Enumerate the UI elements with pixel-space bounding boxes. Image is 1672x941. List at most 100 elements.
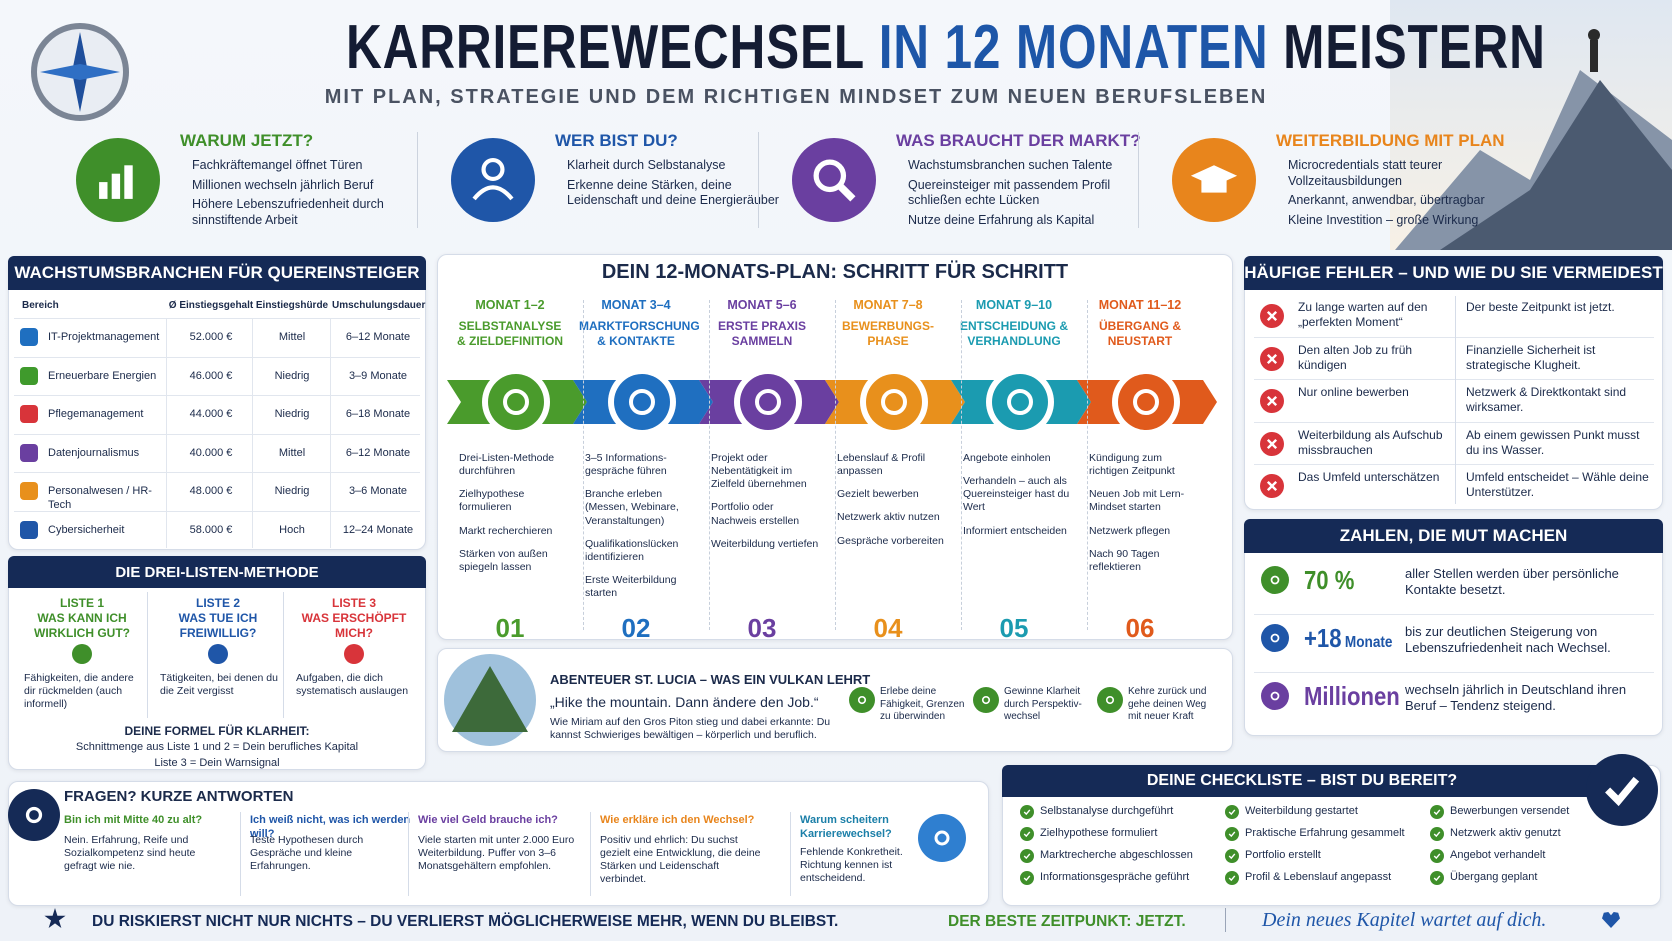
checklist-item: Bewerbungen versendet [1450,805,1570,817]
section-header: DIE DREI-LISTEN-METHODE [8,556,426,588]
step-bullet: Qualifikationslücken identifizieren [585,537,679,563]
title-end: MEISTERN [1283,13,1546,82]
icon-circle [1430,871,1444,885]
row-line [1254,672,1654,673]
step-name: ERSTE PRAXIS SAMMELN [717,319,807,348]
faq-question: Wie viel Geld brauche ich? [418,814,558,826]
fix: Netzwerk & Direktkontakt sind wirksamer. [1466,385,1627,414]
table-header: Ø Einstiegsgehalt [168,300,254,311]
intro-bullet: Erkenne deine Stärken, deine Leidenschaf… [567,177,779,208]
icon-glyph [1433,875,1441,882]
glyph [1605,776,1640,807]
step-glyph [755,389,781,415]
icon-circle [1225,849,1239,863]
glyph [1228,875,1236,882]
table-cell: 58.000 € [189,523,233,536]
intro-bullet: Fachkräftemangel öffnet Türen [192,158,363,172]
row-line [14,472,420,473]
icon [1586,754,1658,826]
divider [240,812,241,896]
faq-question: Warum scheitern Karrierewechsel? [800,814,892,840]
step-month: MONAT 7–8 [853,298,923,312]
row-icon [20,482,38,500]
step-bullet: Netzwerk aktiv nutzen [837,511,940,524]
icon [1225,827,1239,841]
step-bullet: Angebote einholen [963,452,1051,464]
glyph [25,806,43,824]
title-line: KARRIEREWECHSEL IN 12 MONATEN MEISTERN [346,12,1546,83]
glyph [1270,633,1280,643]
faq-question: Ich weiß nicht, was ich werden will? [250,814,411,840]
icon-glyph [99,165,133,199]
intro-title: WAS BRAUCHT DER MARKT? [896,131,1141,150]
step-month: MONAT 9–10 [975,298,1053,312]
step-bullet: Neuen Job mit Lern-Mindset starten [1089,488,1185,514]
icon-glyph [1105,695,1115,705]
glyph [1201,180,1227,193]
column-line [252,318,253,548]
step-bullet: Markt recherchieren [459,524,553,537]
step-icon [866,374,922,430]
glyph [1023,853,1031,860]
icon-glyph [1023,831,1031,838]
section-header: ZAHLEN, DIE MUT MACHEN [1244,519,1663,553]
icon-glyph [472,157,514,201]
glyph [124,165,133,199]
step-separator [835,300,836,630]
story-lesson: Gewinne Klarheit durch Perspektiv­wechse… [1004,686,1082,722]
step-number: 03 [747,613,777,643]
stats [1244,519,1663,736]
intro-bullet: Quereinsteiger mit passendem Profil schl… [908,177,1111,208]
table-cell: 44.000 € [189,408,233,420]
faq-answer: Fehlende Konkretheit. Richtung kennen is… [800,846,903,885]
icon-circle [918,814,966,862]
glyph [1228,809,1236,816]
table-cell: 48.000 € [189,485,233,497]
step-glyph [629,389,655,415]
icon-circle [1261,624,1289,652]
step-bullet: Kündigung zum richtigen Zeitpunkt [1089,452,1175,478]
table-header: Umschulungsdauer [332,300,426,311]
intro-bullet: Anerkannt, anwendbar, übertragbar [1288,193,1485,208]
icon-glyph [1266,310,1278,322]
step-separator [961,300,962,630]
step-bullet: Stärken von außen spiegeln lassen [459,547,548,573]
checklist-item: Übergang geplant [1450,871,1538,883]
divider [417,132,418,228]
table-cell: Mittel [278,446,306,459]
step-separator [1087,300,1088,630]
checklist-item: Portfolio erstellt [1245,849,1321,861]
icon [451,138,535,222]
story-image [444,654,536,746]
icon-glyph [934,830,950,846]
footer-heart [1602,912,1620,928]
intro-bullets: Wachstumsbranchen suchen Talente Quereins… [896,158,1126,233]
step-bullet: Drei-Listen-Methode durchführen [459,452,555,478]
icon [1172,138,1256,222]
step-bullet: Branche erleben (Messen, Webinare, Veran… [585,488,679,527]
mistake: Nur online bewerben [1298,385,1409,399]
icon-glyph [1228,809,1236,816]
step-bullet: Gezielt bewerben [837,488,919,501]
step-bullets: Kündigung zum richtigen Zeitpunkt Neuen J… [1089,452,1197,584]
row-line [1254,614,1654,615]
glyph [1433,809,1441,816]
section-header: DEINE CHECKLISTE – BIST DU BEREIT? [1002,765,1602,797]
stat-value: 70 % [1304,565,1355,595]
icon-circle [1586,754,1658,826]
hiker [1590,40,1598,72]
checklist-item: Informationsgespräche geführt [1040,871,1190,883]
row-line [1254,336,1654,338]
step-bullet: Portfolio oder Nachweis erstellen [711,501,800,527]
step-icon [488,374,544,430]
glyph [1433,853,1441,860]
step-number: 02 [621,613,651,643]
glyph [99,182,108,199]
glyph [857,695,867,705]
stat-text: wechseln jährlich in Deutschland ihren B… [1405,682,1627,714]
step-bullets: Projekt oder Nebentätigkeit im Zielfeld … [711,452,819,561]
icon-glyph [1023,875,1031,882]
faq-answer: Positiv und ehrlich: Du suchst gezielt e… [600,834,761,886]
formula-title: DEINE FORMEL FÜR KLARHEIT: [124,724,310,738]
